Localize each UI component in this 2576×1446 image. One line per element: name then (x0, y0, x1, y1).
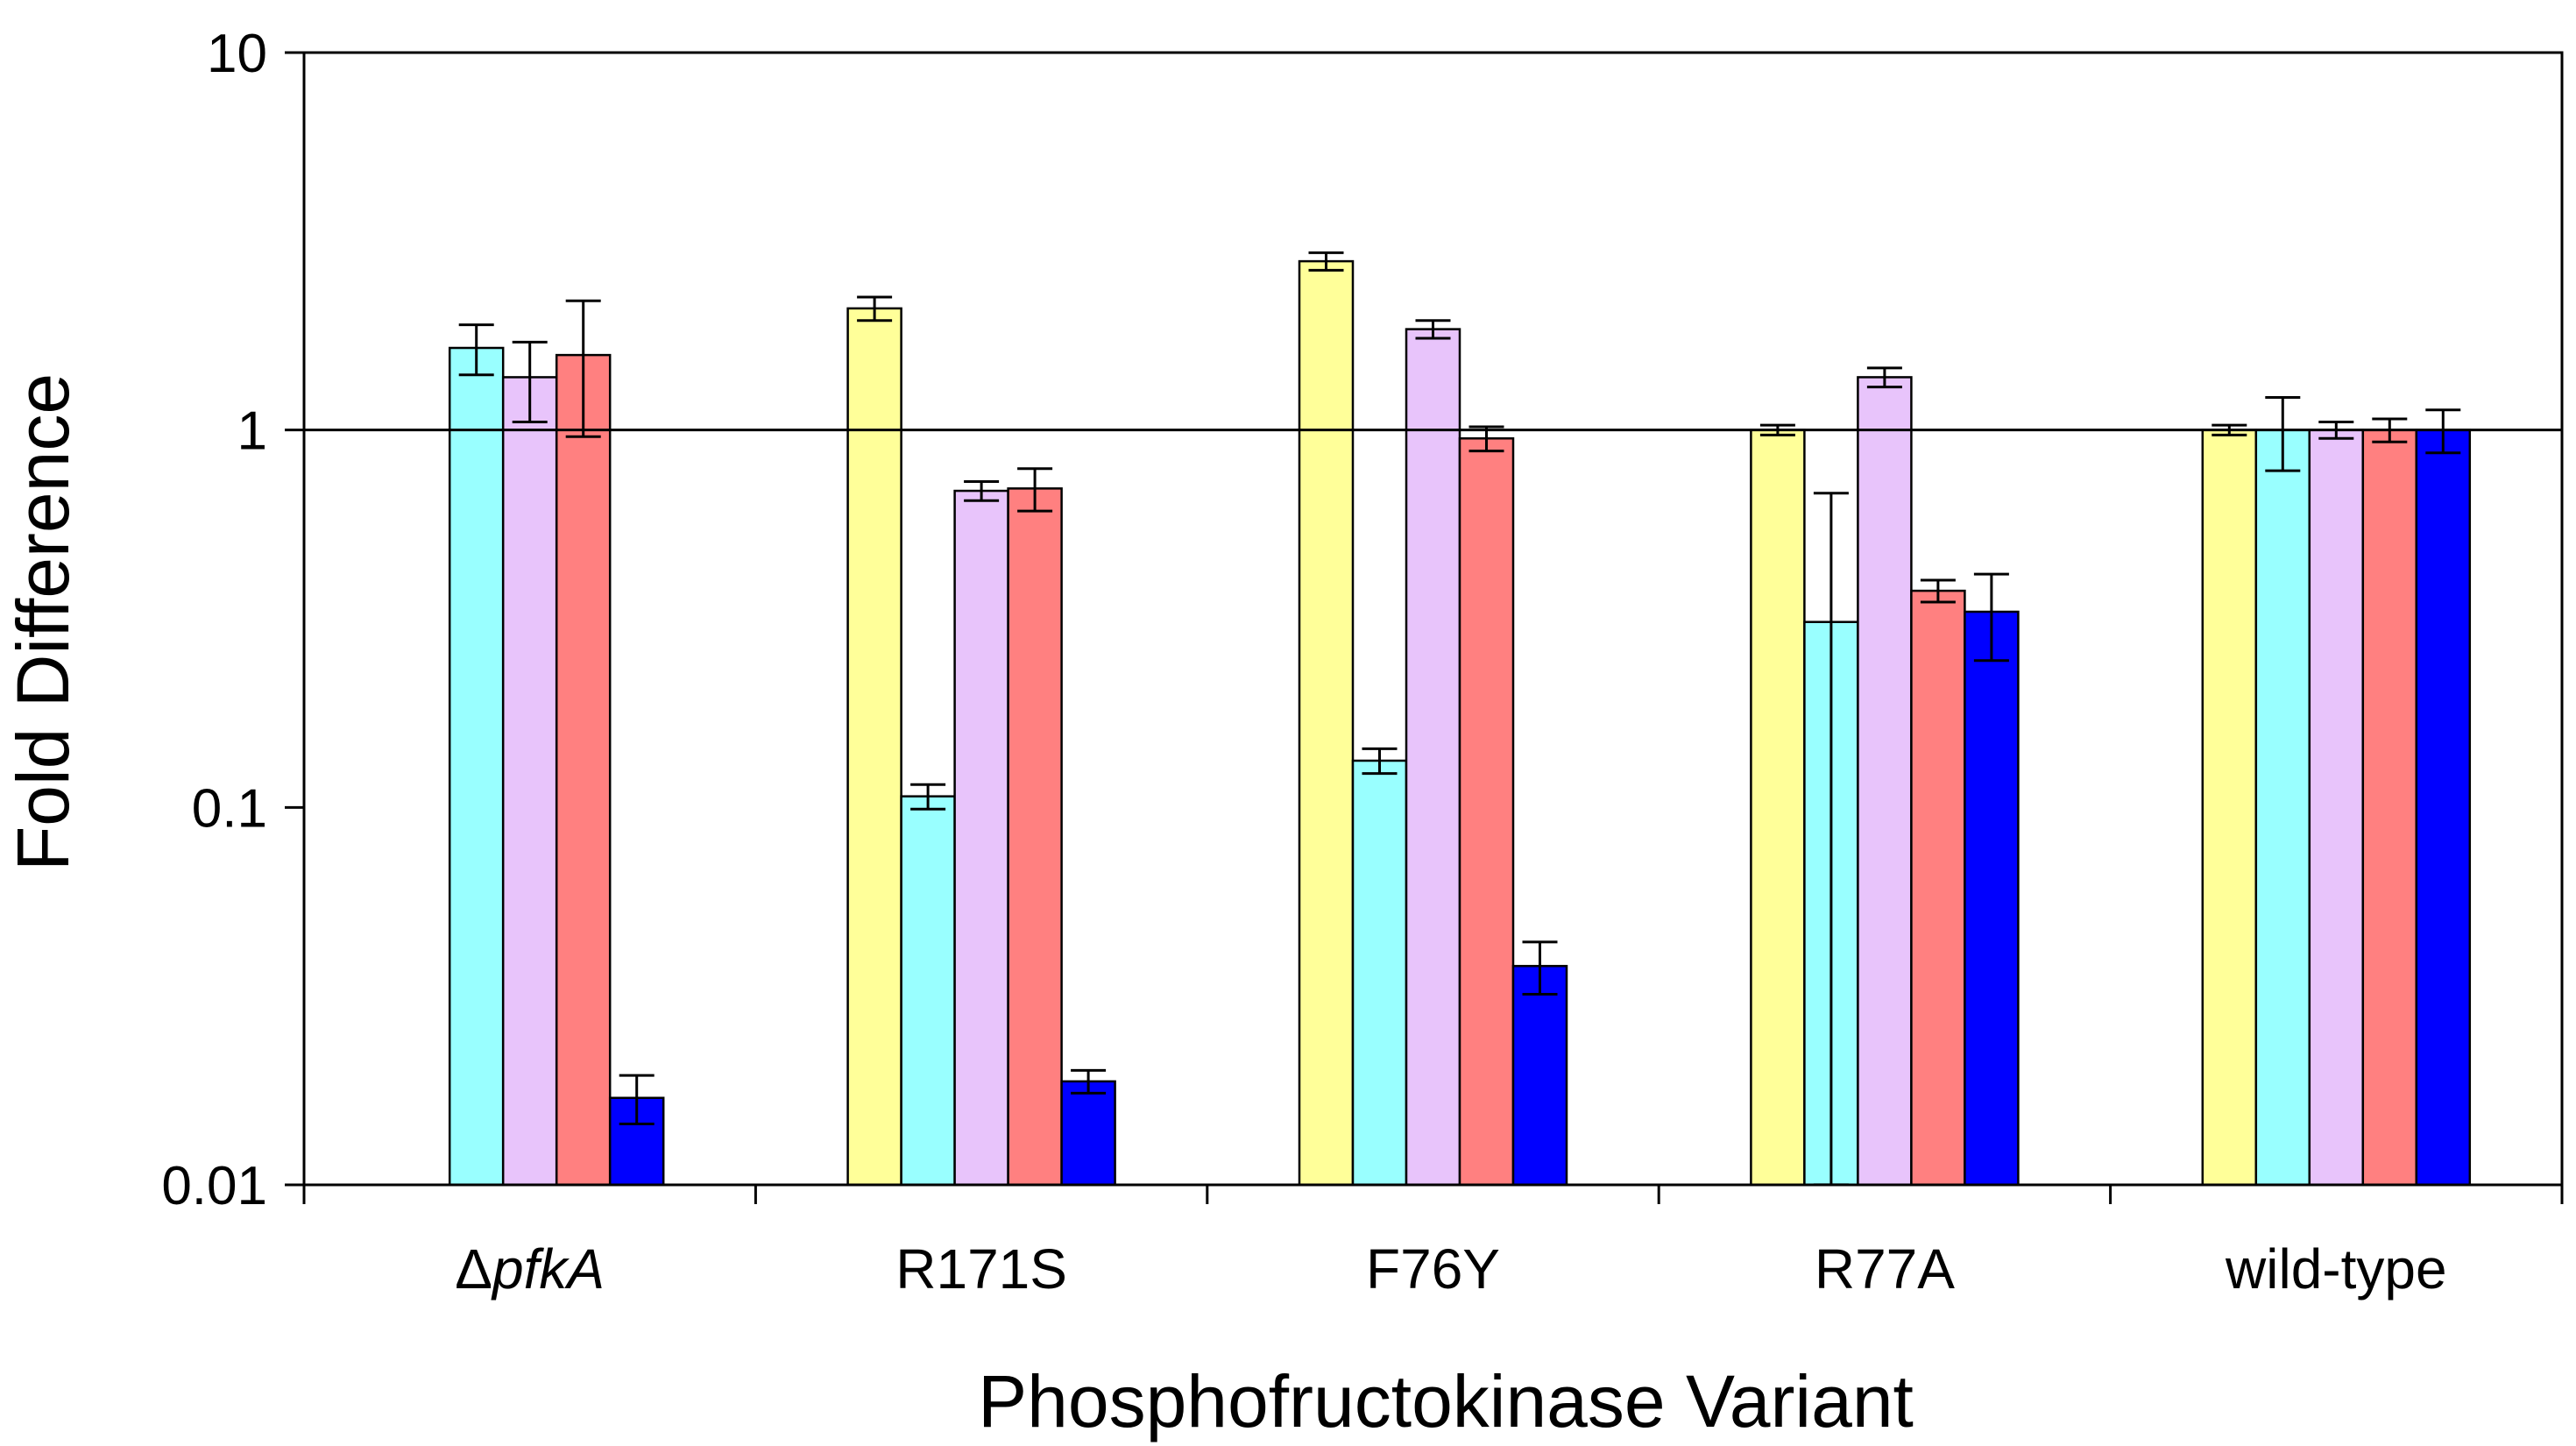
bar-lavender (953, 489, 1009, 1187)
error-bar (1071, 1068, 1107, 1095)
error-bar (2265, 395, 2301, 472)
bar-lavender (1405, 328, 1461, 1187)
error-bar (619, 1074, 655, 1126)
error-bar (1308, 251, 1344, 272)
bar-lavender (501, 376, 558, 1187)
bar-yellow (1750, 429, 1806, 1187)
error-bar (910, 783, 946, 811)
x-tick-label: ΔpfkA (455, 1237, 605, 1301)
bar-lavender (2308, 429, 2365, 1187)
error-bar (1866, 366, 1902, 389)
bar-salmon (555, 353, 612, 1187)
error-bar (1522, 940, 1558, 996)
y-tick-label: 1 (237, 401, 267, 462)
bar-cyan (448, 346, 505, 1187)
error-bar (1973, 572, 2009, 663)
y-tick-label: 0.1 (192, 778, 267, 839)
bar-blue (1060, 1080, 1116, 1187)
error-bar (1362, 747, 1398, 776)
bar-cyan (900, 795, 956, 1187)
y-axis-title: Fold Difference (2, 373, 84, 871)
x-tick-label: R171S (895, 1237, 1067, 1301)
bars-layer (448, 259, 2472, 1187)
error-bar (565, 299, 601, 438)
error-bar (857, 295, 893, 323)
bar-lavender (1857, 376, 1913, 1187)
bar-yellow (846, 307, 902, 1187)
bar-cyan (2254, 429, 2311, 1187)
x-tick-label: R77A (1815, 1237, 1955, 1301)
bar-blue (1511, 965, 1568, 1187)
y-tick-label: 10 (207, 24, 267, 84)
error-bar (964, 480, 1000, 502)
error-bar (1017, 467, 1053, 513)
error-bar (512, 340, 548, 424)
error-bar (2425, 408, 2461, 455)
bar-yellow (1298, 259, 1355, 1187)
x-tick-label: wild-type (2225, 1237, 2447, 1301)
bar-salmon (1458, 437, 1515, 1187)
bar-blue (2415, 429, 2472, 1187)
x-axis-title: Phosphofructokinase Variant (978, 1360, 1914, 1442)
y-tick-label: 0.01 (161, 1156, 267, 1216)
bar-salmon (2361, 429, 2418, 1187)
x-tick-label: F76Y (1366, 1237, 1500, 1301)
bar-yellow (2201, 429, 2258, 1187)
y-axis: 10 1 0.1 0.01 (161, 24, 304, 1216)
plot-frame (302, 51, 2564, 1187)
error-bar (458, 323, 494, 377)
bar-salmon (1007, 487, 1063, 1187)
x-axis: ΔpfkA R171S F76Y R77A wild-type (302, 1185, 2564, 1301)
error-bars-layer (458, 251, 2461, 1187)
bar-salmon (1910, 589, 1966, 1187)
error-bar (1920, 578, 1956, 604)
error-bar (1415, 319, 1451, 340)
bar-cyan (1351, 759, 1408, 1187)
bar-blue (1964, 610, 2020, 1187)
